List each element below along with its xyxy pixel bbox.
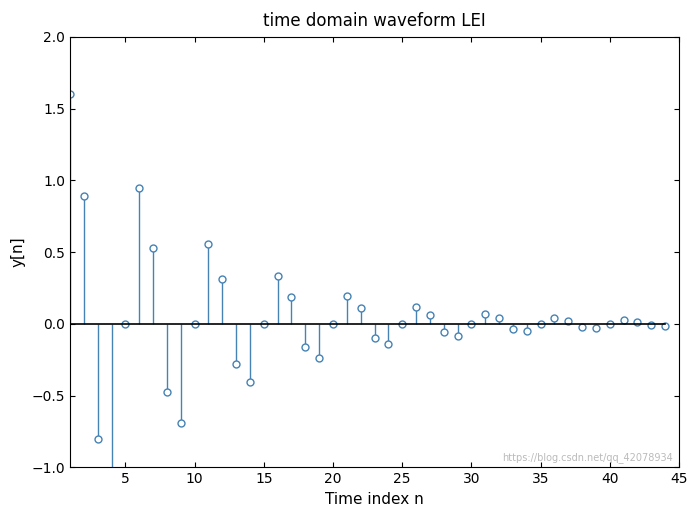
- X-axis label: Time index n: Time index n: [325, 492, 424, 507]
- Title: time domain waveform LEI: time domain waveform LEI: [263, 12, 486, 29]
- Y-axis label: y[n]: y[n]: [11, 237, 26, 267]
- Text: https://blog.csdn.net/qq_42078934: https://blog.csdn.net/qq_42078934: [502, 452, 673, 463]
